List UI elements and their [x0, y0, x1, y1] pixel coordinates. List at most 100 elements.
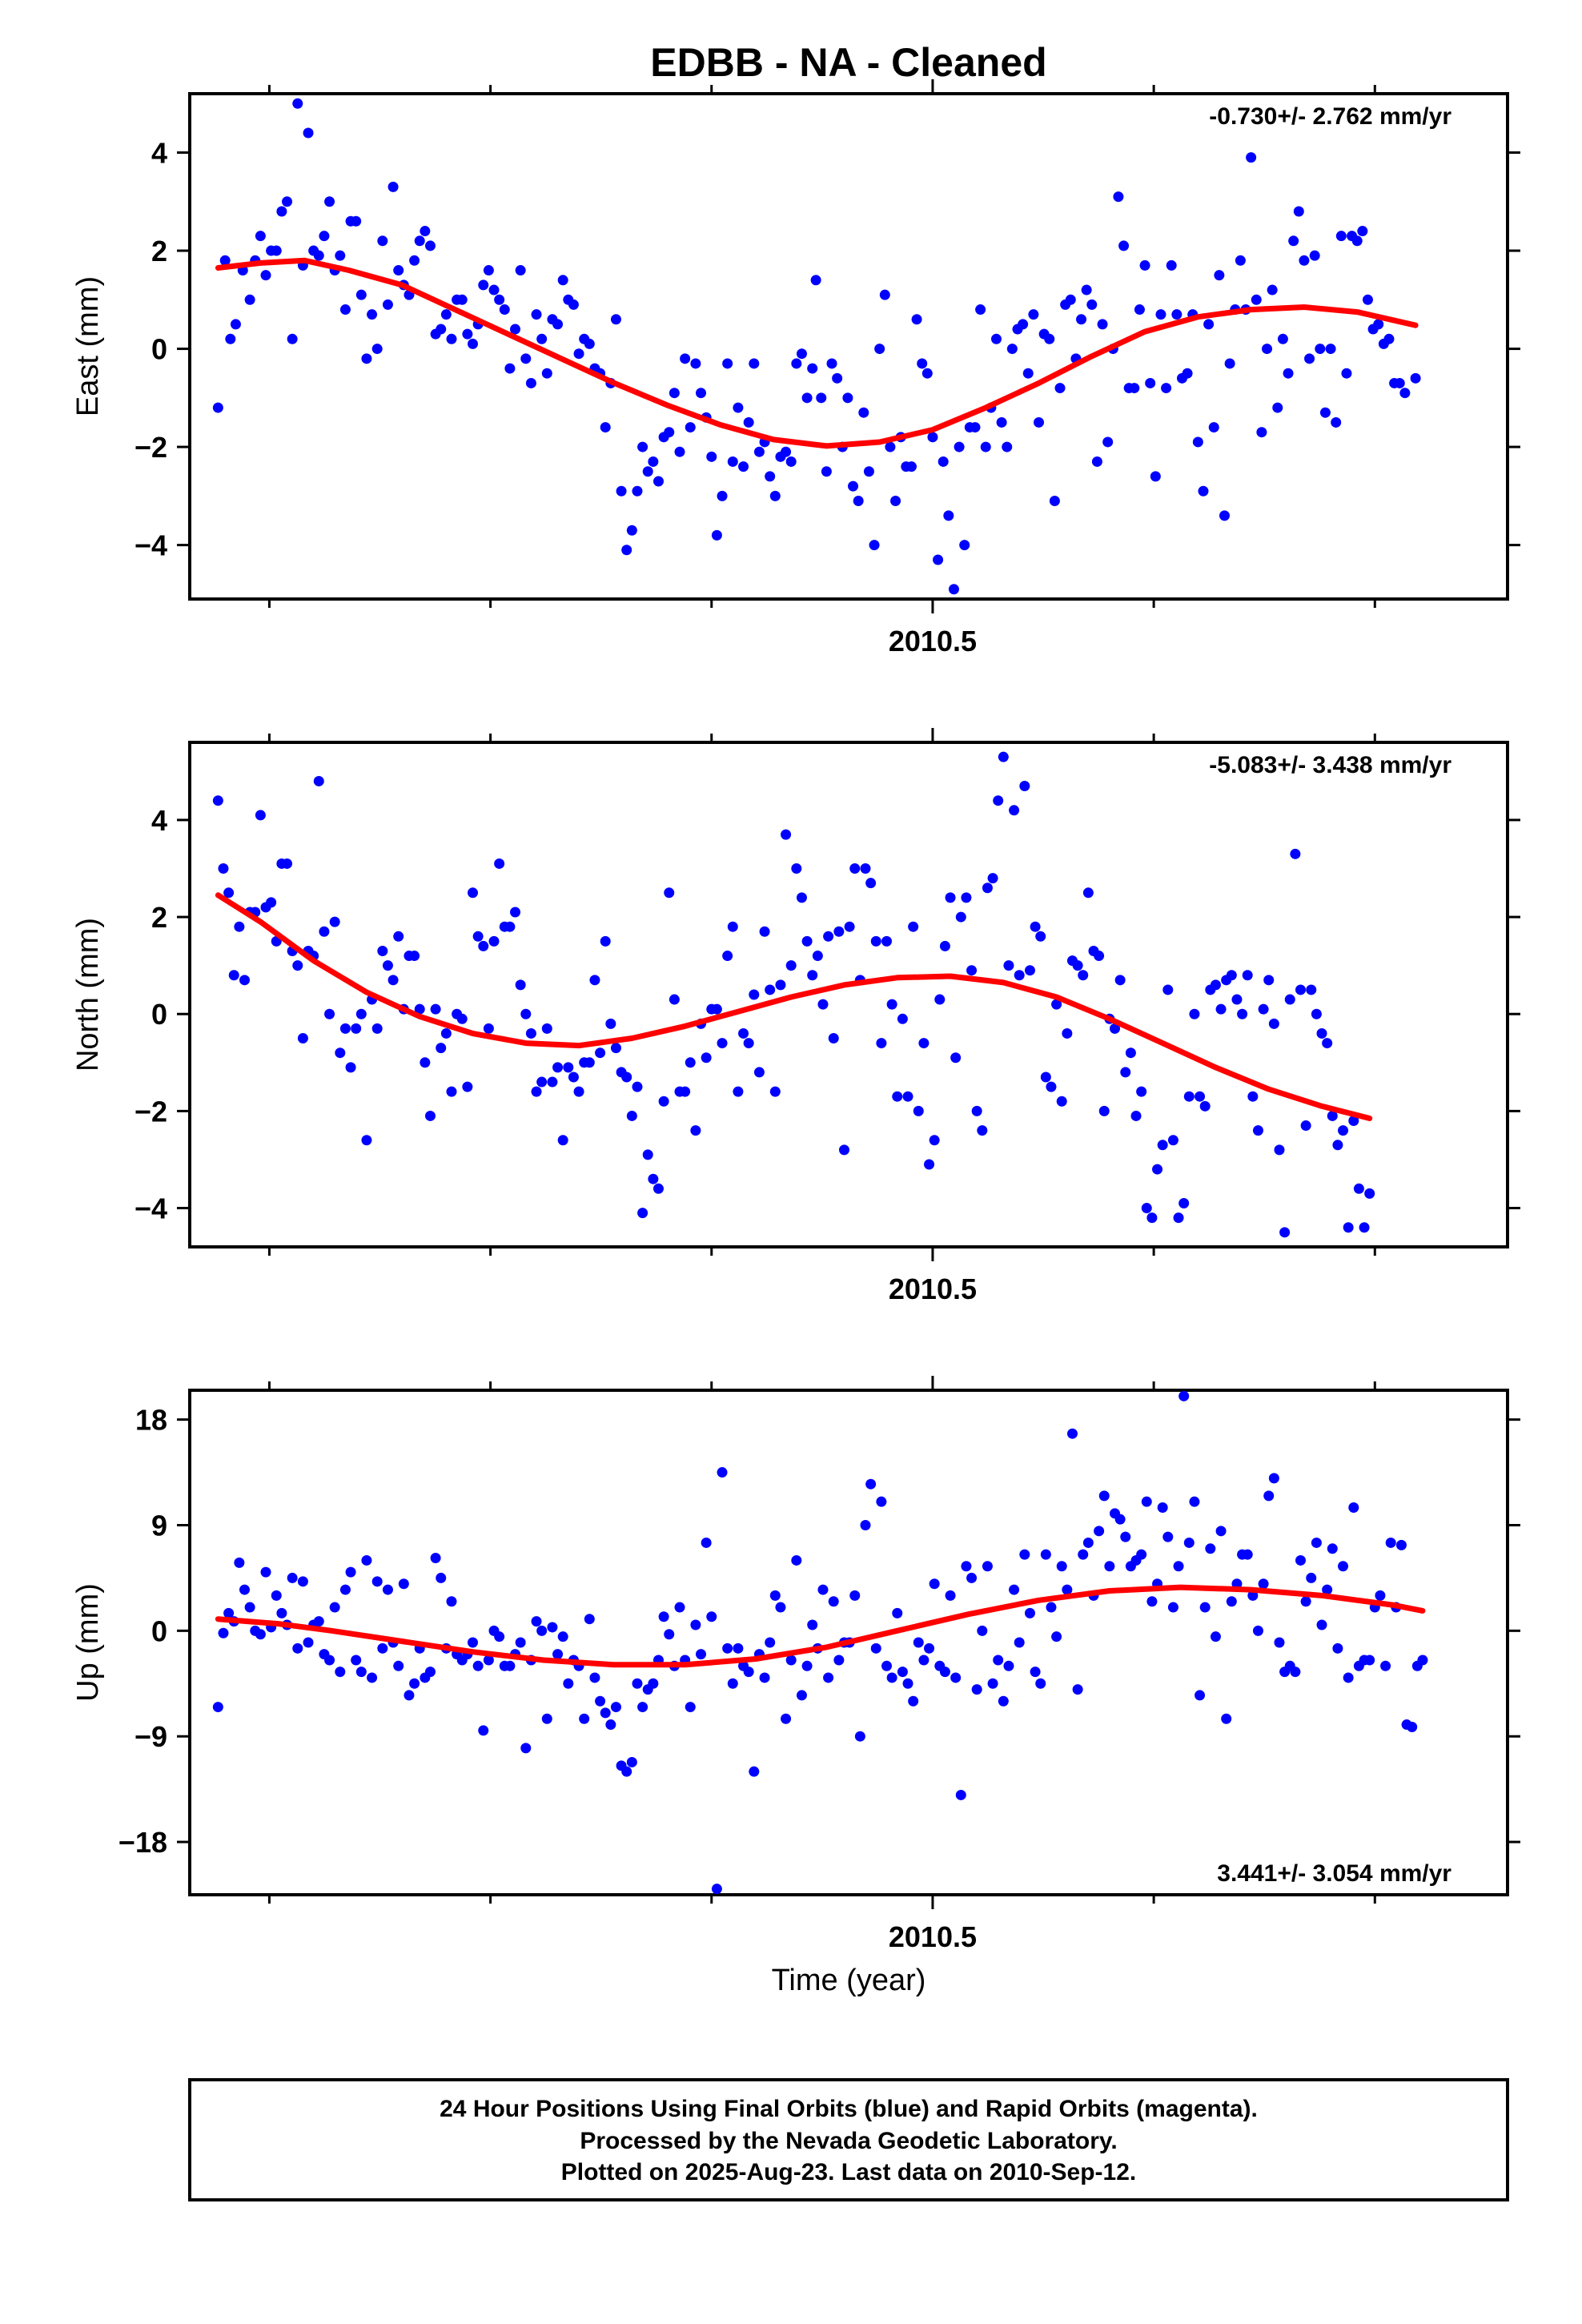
up-data-point: [218, 1627, 229, 1638]
east-data-point: [927, 432, 938, 443]
north-data-point: [409, 951, 420, 962]
up-data-point: [1120, 1531, 1131, 1542]
north-data-point: [632, 1081, 643, 1092]
east-data-point: [478, 279, 489, 291]
east-data-point: [821, 466, 832, 477]
up-data-point: [1348, 1502, 1359, 1514]
north-data-point: [1173, 1212, 1184, 1224]
up-data-point: [749, 1766, 760, 1777]
east-data-point: [1081, 284, 1092, 296]
up-data-point: [796, 1690, 807, 1701]
up-data-point: [706, 1611, 717, 1622]
up-data-point: [961, 1561, 972, 1572]
east-data-point: [1335, 231, 1347, 242]
up-fit-curve: [215, 1584, 1426, 1668]
up-data-point: [1162, 1531, 1174, 1542]
east-data-point: [1155, 309, 1166, 320]
east-data-point: [488, 284, 500, 296]
north-data-point: [319, 926, 330, 937]
north-y-tick-label: −4: [135, 1192, 167, 1225]
north-data-point: [913, 1105, 924, 1116]
east-data-point: [244, 294, 255, 305]
east-data-point: [648, 456, 659, 467]
north-data-point: [658, 1096, 669, 1107]
east-data-point: [1341, 368, 1352, 379]
north-data-point: [1263, 975, 1275, 986]
north-data-point: [1062, 1027, 1073, 1039]
north-data-point: [456, 1013, 468, 1024]
up-data-point: [1417, 1655, 1428, 1666]
north-y-tick-label: −2: [135, 1095, 167, 1128]
up-data-point: [892, 1607, 903, 1618]
up-data-point: [355, 1667, 367, 1678]
up-data-point: [696, 1649, 707, 1660]
up-data-point: [971, 1684, 982, 1695]
up-data-point: [1343, 1672, 1354, 1683]
east-data-point: [1383, 333, 1395, 344]
up-data-point: [743, 1667, 754, 1678]
up-data-point: [579, 1713, 590, 1724]
east-data-point: [1277, 333, 1288, 344]
up-data-point: [483, 1655, 494, 1666]
east-data-point: [832, 372, 843, 384]
up-data-point: [1210, 1631, 1221, 1642]
east-data-point: [785, 456, 797, 467]
east-data-point: [219, 255, 231, 266]
east-data-point: [874, 344, 885, 355]
north-data-point: [669, 994, 680, 1005]
east-data-point: [1049, 495, 1060, 506]
up-data-point: [223, 1607, 235, 1618]
footer-box: [188, 2078, 1509, 2201]
east-data-point: [990, 333, 1002, 344]
up-data-point: [993, 1655, 1004, 1666]
east-data-point: [335, 250, 346, 261]
north-data-point: [722, 951, 733, 962]
north-data-point: [371, 1023, 383, 1034]
north-data-point: [1072, 960, 1083, 971]
east-data-point: [1171, 309, 1182, 320]
east-data-point: [863, 466, 874, 477]
east-data-point: [1235, 255, 1246, 266]
up-data-point: [658, 1611, 669, 1622]
east-data-point: [616, 485, 627, 497]
up-data-point: [589, 1672, 600, 1683]
north-data-point: [1322, 1038, 1333, 1049]
north-data-point: [727, 921, 738, 932]
up-data-point: [351, 1655, 362, 1666]
north-data-point: [440, 1027, 452, 1039]
north-data-point: [589, 975, 600, 986]
up-data-point: [468, 1637, 479, 1648]
up-data-point: [436, 1572, 447, 1583]
north-data-point: [993, 795, 1004, 806]
north-data-point: [971, 1105, 982, 1116]
north-data-point: [472, 931, 484, 942]
east-y-axis-label: East (mm): [71, 276, 105, 416]
east-data-point: [1283, 368, 1294, 379]
up-data-point: [1364, 1655, 1375, 1666]
north-data-point: [908, 921, 919, 932]
up-data-point: [828, 1596, 839, 1607]
north-data-point: [1030, 921, 1041, 932]
up-data-point: [1395, 1539, 1407, 1550]
east-x-tick-label: 2010.5: [889, 625, 977, 657]
up-data-point: [1338, 1561, 1349, 1572]
east-data-point: [959, 540, 970, 551]
east-data-point: [1166, 259, 1177, 271]
up-data-point: [1247, 1590, 1259, 1601]
up-data-point: [1380, 1660, 1391, 1671]
east-data-point: [1357, 226, 1368, 237]
east-data-point: [339, 304, 351, 316]
up-data-point: [377, 1642, 388, 1654]
east-data-point: [826, 358, 837, 369]
up-data-point: [785, 1655, 797, 1666]
up-data-point: [520, 1743, 532, 1754]
up-data-point: [600, 1707, 611, 1719]
up-data-point: [595, 1695, 606, 1707]
north-data-point: [483, 1023, 494, 1034]
north-data-point: [791, 863, 802, 874]
north-data-point: [1136, 1086, 1147, 1097]
north-data-point: [844, 921, 855, 932]
north-data-point: [414, 1003, 425, 1015]
north-data-point: [1210, 979, 1221, 991]
